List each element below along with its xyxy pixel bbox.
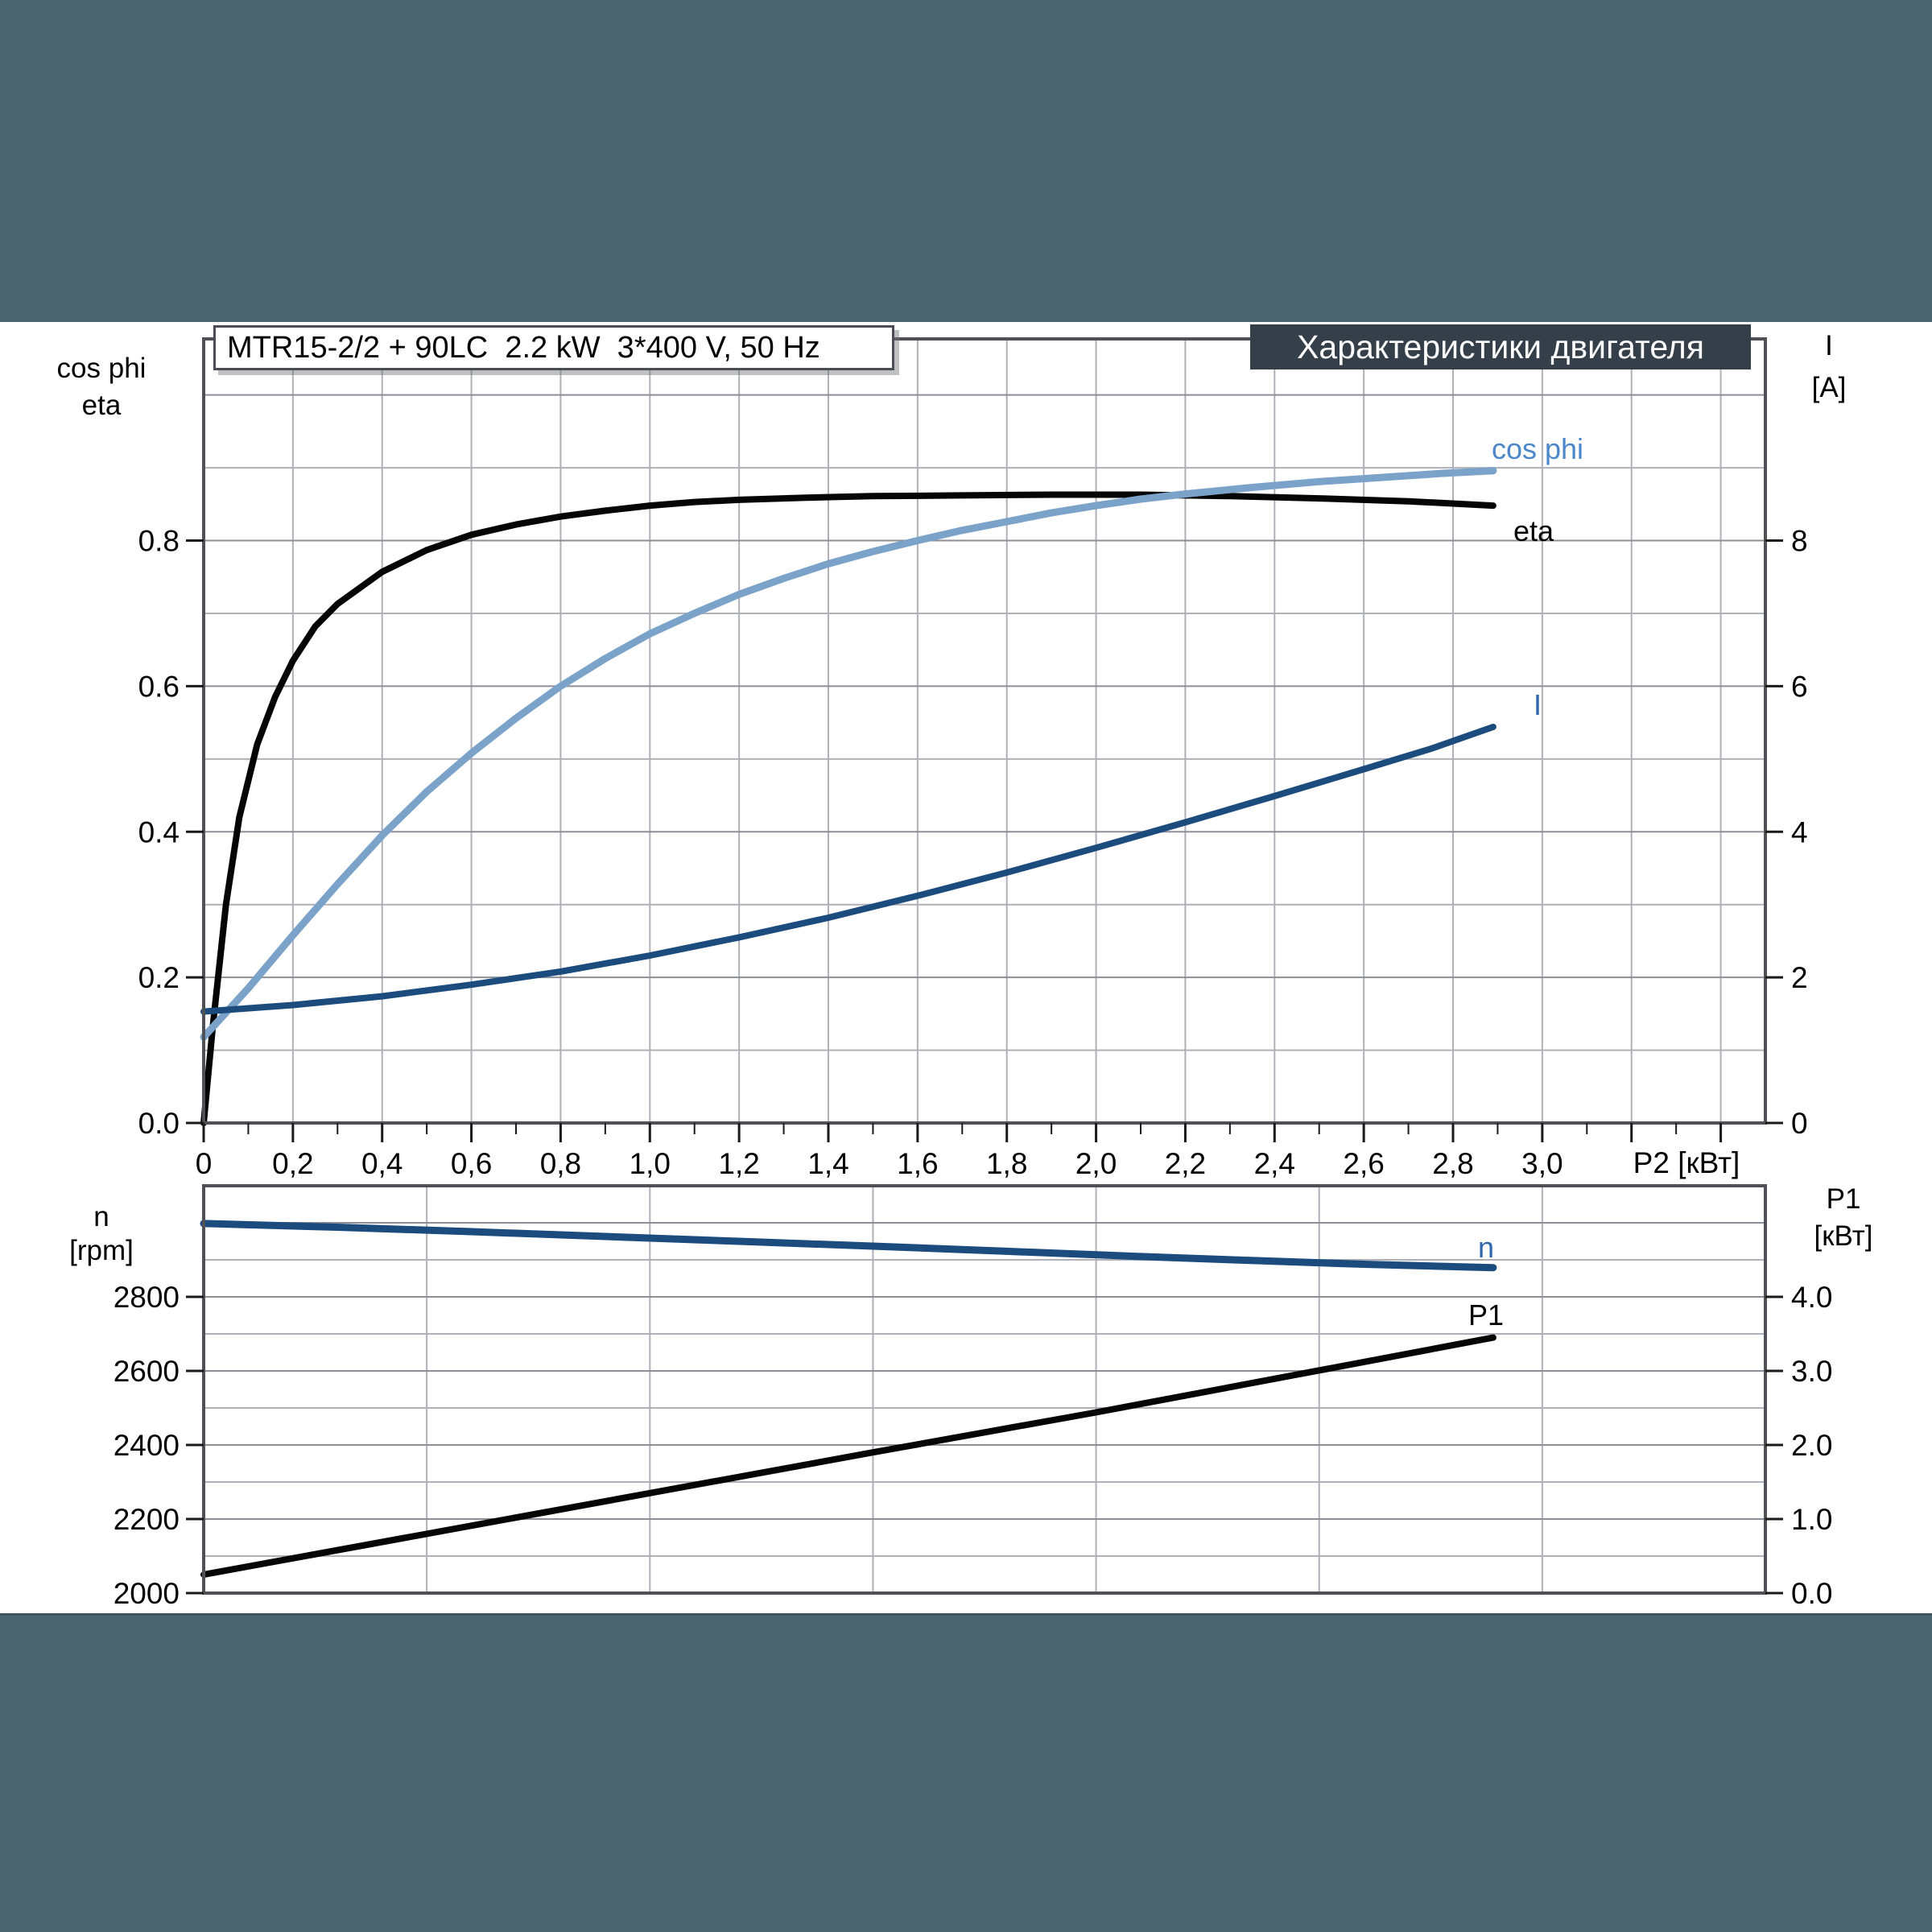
y-tick-label-left: 2600 (114, 1355, 180, 1388)
y-tick-label-right: 0.0 (1791, 1577, 1832, 1610)
y-tick-label-right: 2 (1791, 961, 1808, 994)
y-tick-label-left: 2800 (114, 1281, 180, 1314)
x-tick-label: 3,0 (1521, 1147, 1563, 1180)
y-tick-label-right: 3.0 (1791, 1355, 1832, 1388)
y-tick-label-right: 4.0 (1791, 1281, 1832, 1314)
x-tick-label: 2,8 (1432, 1147, 1473, 1180)
bottom-chart: 2000 2200 2400 2600 2800 0.0 1.0 2.0 3.0 4.0 (114, 1184, 1832, 1610)
y-tick-label-left: 0.0 (138, 1107, 180, 1140)
top-chart: 0 0,2 0,4 0,6 0,8 1,0 1,2 1,4 1,6 1,8 2,0 2,2 2,4 2,6… (138, 337, 1808, 1180)
y-tick-label-right: 2.0 (1791, 1429, 1832, 1462)
curve-eta (200, 491, 1496, 1126)
plot-border (202, 337, 1767, 1125)
x-tick-label: 0 (196, 1147, 213, 1180)
x-tick-label: 2,0 (1075, 1147, 1117, 1180)
content-panel (0, 322, 1932, 1616)
page-title: Характеристики двигателя (1250, 324, 1751, 369)
top-right-axis-unit-a: [A] (1811, 372, 1847, 403)
x-tick-label: 2,4 (1254, 1147, 1295, 1180)
x-tick-label: 1,4 (807, 1147, 848, 1180)
curve-p1 (200, 1334, 1496, 1578)
y-tick-label-left: 2200 (114, 1503, 180, 1536)
curve-n (200, 1220, 1497, 1272)
y-tick-label-right: 8 (1791, 525, 1808, 558)
y-tick-label-left: 2400 (114, 1429, 180, 1462)
y-tick-label-left: 2000 (114, 1577, 180, 1610)
top-right-axis-label-i: I (1825, 330, 1833, 361)
bottom-right-axis-unit-kw: [кВт] (1814, 1220, 1873, 1252)
y-tick-label-right: 0 (1791, 1107, 1808, 1140)
x-tick-label: 2,6 (1343, 1147, 1384, 1180)
curve-label-speed: n (1477, 1231, 1495, 1264)
plot-border (202, 1184, 1767, 1595)
curve-cos-phi (200, 467, 1497, 1041)
x-axis-title: P2 [кВт] (1633, 1146, 1740, 1179)
y-tick-label-left: 0.6 (138, 670, 180, 703)
x-tick-label: 2,2 (1165, 1147, 1206, 1180)
y-tick-label-right: 4 (1791, 815, 1808, 848)
x-tick-label: 1,6 (897, 1147, 938, 1180)
bottom-left-axis-label-n: n (93, 1201, 109, 1232)
x-tick-label: 0,4 (361, 1147, 402, 1180)
x-tick-label: 0,8 (540, 1147, 581, 1180)
y-tick-label-left: 0.4 (138, 815, 180, 848)
motor-header-box: MTR15-2/2 + 90LC 2.2 kW 3*400 V, 50 Hz (213, 325, 894, 370)
x-tick-label: 0,6 (451, 1147, 492, 1180)
x-tick-label: 1,8 (986, 1147, 1027, 1180)
curve-label-eta: eta (1513, 514, 1554, 547)
curve-label-current: I (1533, 688, 1542, 721)
bottom-right-axis-label-p1: P1 (1826, 1183, 1861, 1215)
curve-label-cos-phi: cos phi (1491, 432, 1584, 465)
y-tick-label-right: 1.0 (1791, 1503, 1832, 1536)
curve-i (200, 724, 1496, 1015)
y-tick-label-left: 0.8 (138, 525, 180, 558)
bottom-left-axis-unit-rpm: [rpm] (69, 1235, 134, 1266)
x-tick-label: 1,2 (718, 1147, 759, 1180)
top-left-axis-label-cosphi: cos phi (56, 353, 147, 384)
top-left-axis-label-eta: eta (81, 390, 122, 421)
x-tick-label: 1,0 (630, 1147, 671, 1180)
curve-label-power-in: P1 (1468, 1298, 1505, 1331)
x-tick-label: 0,2 (272, 1147, 313, 1180)
y-tick-label-right: 6 (1791, 670, 1808, 703)
y-tick-label-left: 0.2 (138, 961, 180, 994)
